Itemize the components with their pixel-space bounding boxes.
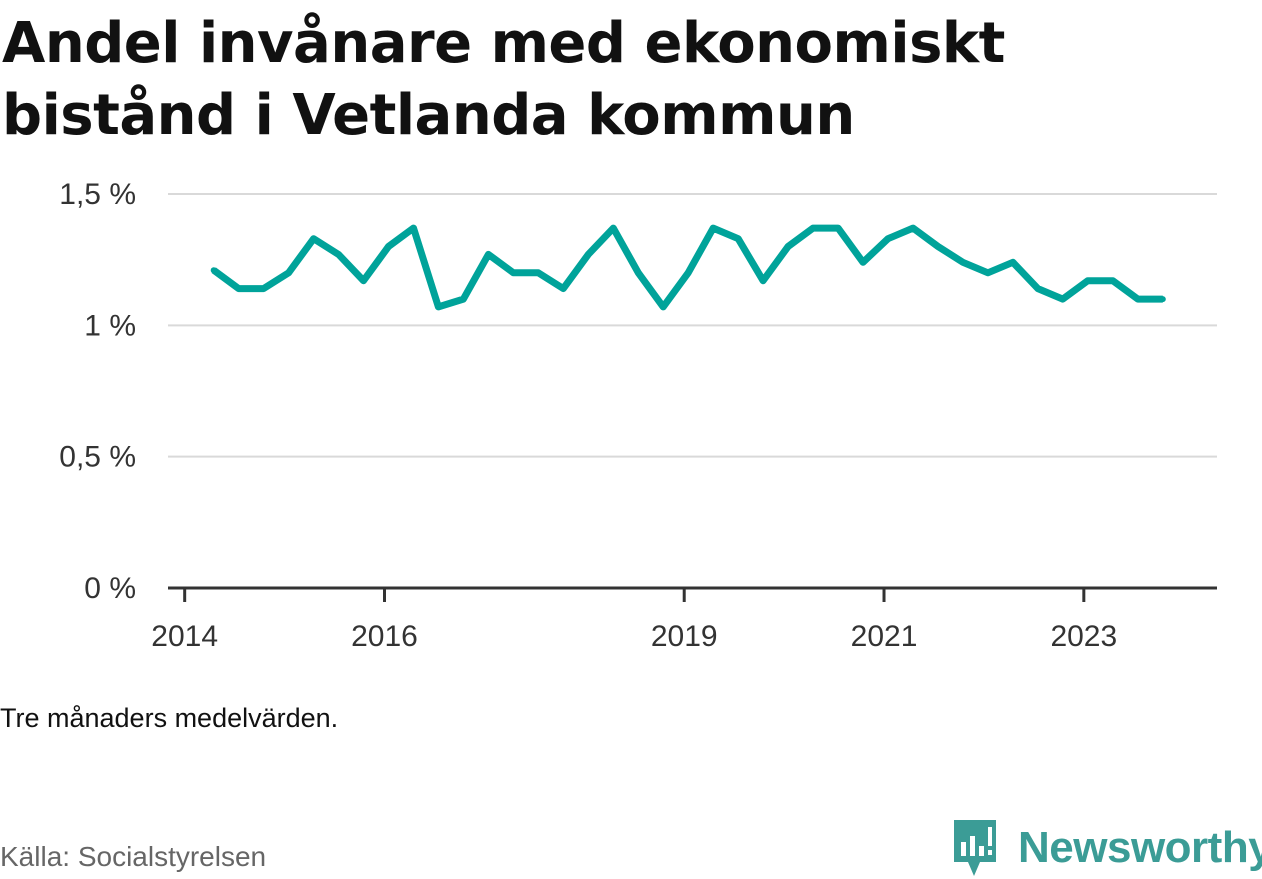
- data-point: [285, 269, 292, 276]
- y-tick-label: 1,5 %: [59, 178, 136, 211]
- data-point: [1034, 285, 1041, 292]
- data-point: [835, 225, 842, 232]
- data-point: [1134, 296, 1141, 303]
- x-tick-label: 2019: [651, 620, 718, 653]
- data-point: [235, 285, 242, 292]
- data-point: [510, 269, 517, 276]
- data-point: [810, 225, 817, 232]
- grid-lines: [168, 193, 1217, 458]
- data-point: [560, 285, 567, 292]
- x-axis-labels: 2014 2016 2019 2021 2023: [151, 620, 1117, 653]
- chart-title: Andel invånare med ekonomiskt bistånd i …: [2, 11, 1005, 148]
- source-credit: Källa: Socialstyrelsen: [0, 841, 267, 872]
- x-tick-label: 2014: [151, 620, 218, 653]
- data-point: [1109, 277, 1116, 284]
- data-point: [485, 251, 492, 258]
- data-point: [935, 243, 941, 250]
- data-point: [710, 225, 717, 232]
- footnote: Tre månaders medelvärden.: [0, 703, 339, 733]
- x-tick-label: 2021: [851, 620, 918, 653]
- data-point: [360, 277, 367, 284]
- data-point: [1084, 277, 1091, 284]
- data-point: [210, 267, 217, 274]
- data-point: [885, 235, 891, 242]
- y-tick-label: 0,5 %: [59, 441, 136, 474]
- data-point: [1009, 259, 1016, 266]
- newsworthy-logo-icon: [954, 820, 996, 876]
- x-axis: [168, 586, 1217, 602]
- data-point: [735, 235, 742, 242]
- x-tick-label: 2023: [1050, 620, 1117, 653]
- data-point: [410, 225, 417, 232]
- data-point: [260, 285, 267, 292]
- data-point: [984, 269, 991, 276]
- data-point: [335, 251, 342, 258]
- data-point: [310, 235, 317, 242]
- data-point: [860, 259, 866, 266]
- data-point: [785, 243, 792, 250]
- data-point: [635, 269, 642, 276]
- data-point: [435, 303, 442, 310]
- data-point: [1059, 296, 1066, 303]
- brand-name: Newsworthy: [1018, 823, 1262, 872]
- data-point: [535, 269, 542, 276]
- data-point: [385, 243, 392, 250]
- y-axis-labels: 0 % 0,5 % 1 % 1,5 %: [59, 178, 136, 605]
- brand-logo[interactable]: Newsworthy: [950, 818, 1262, 878]
- y-tick-label: 0 %: [84, 572, 136, 605]
- data-point: [460, 296, 467, 303]
- line-chart: 0 % 0,5 % 1 % 1,5 % 2014 2016 2019 2021 2023: [59, 178, 1217, 653]
- series-line: [211, 224, 1163, 311]
- data-point: [910, 225, 916, 232]
- x-tick-label: 2016: [351, 620, 418, 653]
- data-point: [959, 259, 966, 266]
- data-point: [685, 269, 692, 276]
- data-point: [660, 303, 667, 310]
- series-layer: [210, 224, 1166, 311]
- y-tick-label: 1 %: [84, 309, 136, 342]
- data-point: [760, 277, 767, 284]
- data-point: [610, 225, 617, 232]
- data-point: [585, 251, 592, 258]
- data-point: [1159, 296, 1166, 303]
